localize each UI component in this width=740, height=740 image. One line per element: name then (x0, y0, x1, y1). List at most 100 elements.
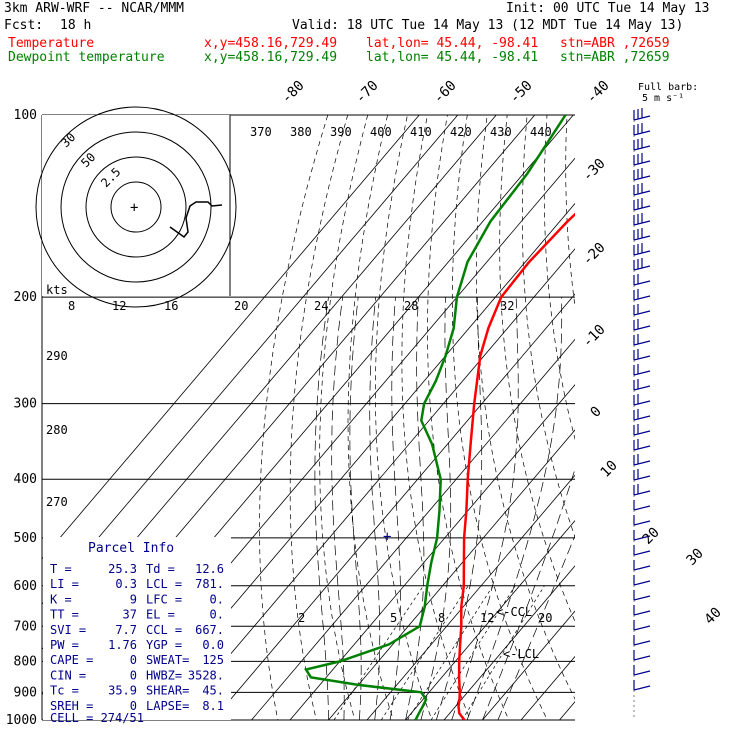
pressure-label: 400 (14, 472, 37, 487)
wind-barb (633, 349, 651, 361)
moist-adiabat-line (389, 297, 401, 720)
dry-adiabat-line (319, 115, 369, 720)
wind-barb (633, 168, 651, 181)
parcel-field-value: 37 (123, 608, 137, 622)
temperature-legend: Temperature (8, 36, 95, 51)
dry-adiabat-line (687, 115, 740, 733)
wind-barb (633, 484, 651, 496)
dry-adiabat-line (543, 115, 575, 441)
wind-barb (633, 334, 651, 346)
wind-barb (633, 469, 651, 481)
isotherm-label: 10 (598, 458, 621, 481)
parcel-cell: CELL = 274/51 (50, 711, 144, 725)
hodograph-background (42, 115, 230, 296)
theta-label: 440 (530, 125, 552, 139)
temperature-xy: x,y=458.16,729.49 (204, 36, 338, 51)
parcel-field-value: 3528. (188, 668, 224, 682)
mixing-ratio-line (407, 585, 494, 720)
parcel-field-value: 8.1 (202, 699, 224, 713)
mixing-ratio-line (333, 585, 424, 720)
isotherm-line (289, 384, 575, 720)
isotherm-label: -40 (584, 78, 613, 107)
isotherm-line (327, 429, 575, 720)
wind-barb (633, 258, 651, 271)
wind-barb (633, 515, 651, 526)
parcel-field-label: SWEAT= (146, 653, 189, 667)
isotherm-label: -50 (507, 78, 536, 107)
wind-barb (633, 274, 651, 286)
parcel-field-value: 45. (202, 684, 224, 698)
dewpoint-legend: Dewpoint temperature (8, 50, 165, 65)
parcel-field-label: LFC = (146, 592, 182, 606)
parcel-marker: + (383, 529, 391, 545)
hodograph-unit-label: kts (46, 283, 68, 297)
isotherm-label: 20 (640, 525, 663, 548)
parcel-field-value: 667. (195, 623, 224, 637)
wind-barb (633, 379, 651, 391)
isotherm-label: 40 (702, 605, 725, 628)
parcel-field-value: 0.3 (115, 577, 137, 591)
wind-barb (633, 289, 651, 301)
dry-adiabat-line (647, 115, 740, 733)
temperature-latlon: lat,lon= 45.44, -98.41 (366, 36, 539, 51)
wind-barb-unit: 5 m s⁻¹ (642, 93, 685, 104)
wind-barb-title: Full barb: (638, 82, 699, 93)
theta-label: 280 (46, 423, 68, 437)
dry-adiabat-line (259, 115, 329, 720)
wind-barb (633, 620, 651, 631)
dry-adiabat-line (521, 115, 575, 538)
parcel-field-label: TT = (50, 608, 79, 622)
theta-label: 420 (450, 125, 472, 139)
isotherm-label: -10 (580, 322, 609, 351)
isotherm-label: 30 (684, 546, 707, 569)
wind-barb (633, 665, 651, 676)
parcel-field-label: T = (50, 562, 72, 576)
hodograph-trace (169, 201, 223, 239)
wind-barb (633, 500, 651, 511)
wind-barb (633, 635, 651, 646)
wind-barb (633, 605, 651, 616)
moist-adiabat-line (331, 297, 345, 720)
dewpoint-profile (304, 115, 567, 720)
isotherm-line (212, 293, 575, 720)
mixing-ratio-label: 8 (438, 611, 445, 625)
wind-barb (633, 545, 651, 556)
theta-label: 290 (46, 349, 68, 363)
moist-adiabat-line (369, 297, 381, 720)
hodograph-center: + (130, 200, 138, 216)
parcel-field-value: 0 (130, 653, 137, 667)
mixing-ratio-label: 2 (298, 611, 305, 625)
wind-barb (633, 198, 651, 211)
parcel-field-label: Tc = (50, 684, 79, 698)
hodograph-speed-label: 12 (112, 299, 126, 313)
mixing-ratio-label: 12 (480, 611, 494, 625)
parcel-field-label: CAPE = (50, 653, 93, 667)
theta-label: 410 (410, 125, 432, 139)
parcel-field-label: YGP = (146, 638, 182, 652)
isotherm-label: 0 (588, 404, 605, 421)
parcel-info-title: Parcel Info (88, 541, 174, 556)
hodograph-speed-label: 32 (500, 299, 514, 313)
isotherm-line (366, 474, 575, 720)
wind-barb (633, 319, 651, 331)
pressure-label: 800 (14, 654, 37, 669)
hodograph-speed-label: 24 (314, 299, 328, 313)
isotherm-line (404, 519, 575, 720)
parcel-field-value: 125 (202, 653, 224, 667)
theta-label: 400 (370, 125, 392, 139)
parcel-field-label: PW = (50, 638, 79, 652)
parcel-field-label: LCL = (146, 577, 182, 591)
dry-adiabat-line (565, 115, 575, 309)
isotherm-label: -60 (431, 78, 460, 107)
dry-adiabat-line (499, 115, 575, 623)
wind-barb (633, 213, 651, 226)
dry-adiabat-line (375, 115, 433, 720)
pressure-label: 100 (14, 108, 37, 123)
parcel-field-value: 7.7 (115, 623, 137, 637)
parcel-field-value: 12.6 (195, 562, 224, 576)
wind-barb (633, 394, 651, 406)
pressure-label: 1000 (6, 713, 37, 728)
hodograph-speed-label: 16 (164, 299, 178, 313)
